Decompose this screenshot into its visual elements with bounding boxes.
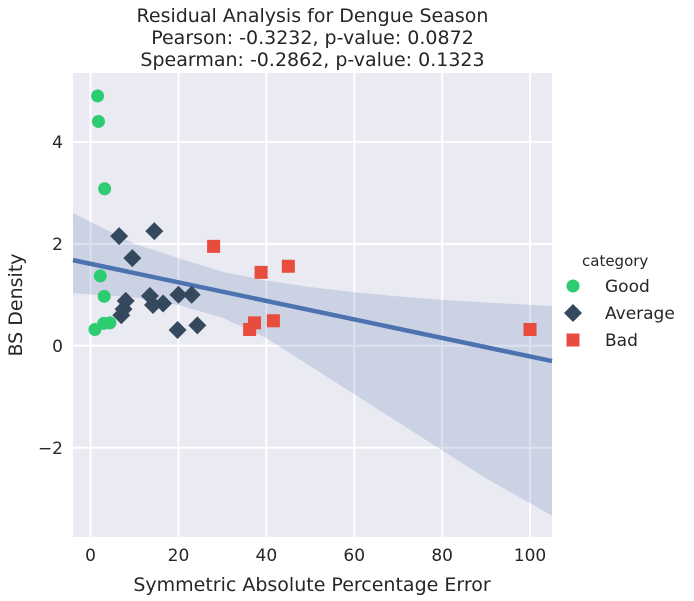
x-tick-labels: 0 20 40 60 80 100 xyxy=(85,546,546,566)
y-tick-label: 0 xyxy=(52,337,63,357)
y-axis-label: BS Density xyxy=(5,253,27,356)
bad-point xyxy=(266,314,280,328)
bad-point xyxy=(523,322,537,336)
y-tick-label: 2 xyxy=(52,235,63,255)
y-tick-label: −2 xyxy=(38,439,63,459)
x-tick-label: 0 xyxy=(85,546,96,566)
average-point xyxy=(182,285,201,304)
good-point xyxy=(98,182,112,196)
good-point xyxy=(93,269,107,283)
chart-title-line-2: Pearson: -0.3232, p-value: 0.0872 xyxy=(151,27,474,49)
chart-title-line-3: Spearman: -0.2862, p-value: 0.1323 xyxy=(140,49,485,71)
bad-point xyxy=(281,259,295,273)
legend-title: category xyxy=(582,252,648,270)
legend-label-bad: Bad xyxy=(605,331,638,351)
legend: category Good Average Bad xyxy=(564,252,675,351)
bad-point xyxy=(207,239,221,253)
good-point xyxy=(91,114,105,128)
legend-label-good: Good xyxy=(605,277,650,297)
y-tick-labels: −2 0 2 4 xyxy=(38,133,63,459)
good-point xyxy=(103,316,117,330)
x-axis-label: Symmetric Absolute Percentage Error xyxy=(133,574,491,596)
good-point xyxy=(97,289,111,303)
average-point xyxy=(112,306,131,325)
regression-line-group xyxy=(72,257,553,364)
good-point xyxy=(91,89,105,103)
chart-title-line-1: Residual Analysis for Dengue Season xyxy=(136,5,489,27)
bad-point xyxy=(254,265,268,279)
x-tick-label: 80 xyxy=(431,546,453,566)
x-tick-label: 100 xyxy=(514,546,546,566)
average-point xyxy=(188,316,207,335)
y-tick-label: 4 xyxy=(52,133,63,153)
x-tick-label: 60 xyxy=(343,546,365,566)
average-point xyxy=(169,285,188,304)
legend-marker-good xyxy=(566,279,580,293)
data-points xyxy=(88,89,537,339)
legend-marker-average xyxy=(564,304,582,322)
x-tick-label: 20 xyxy=(168,546,190,566)
legend-label-average: Average xyxy=(605,304,675,324)
bad-point xyxy=(247,316,261,330)
average-point xyxy=(168,320,187,339)
good-point xyxy=(88,322,102,336)
average-point xyxy=(110,227,129,246)
x-tick-label: 40 xyxy=(256,546,278,566)
average-point xyxy=(123,249,142,268)
average-point xyxy=(154,294,173,313)
grid-lines xyxy=(73,73,552,537)
regression-line xyxy=(72,257,553,364)
average-point xyxy=(145,222,164,241)
legend-marker-bad xyxy=(566,333,580,347)
